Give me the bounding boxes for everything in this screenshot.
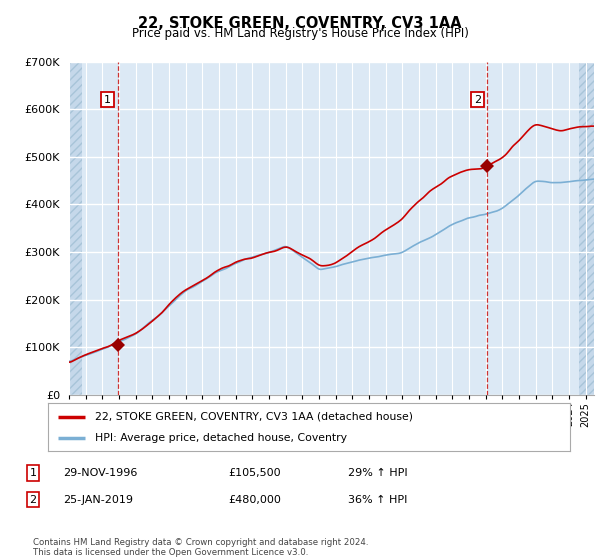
Text: 29-NOV-1996: 29-NOV-1996 [63,468,137,478]
Text: 29% ↑ HPI: 29% ↑ HPI [348,468,407,478]
Text: £480,000: £480,000 [228,494,281,505]
Text: Contains HM Land Registry data © Crown copyright and database right 2024.
This d: Contains HM Land Registry data © Crown c… [33,538,368,557]
Bar [69,62,82,395]
Bar [579,62,599,395]
Text: 1: 1 [29,468,37,478]
Text: £105,500: £105,500 [228,468,281,478]
Text: 22, STOKE GREEN, COVENTRY, CV3 1AA (detached house): 22, STOKE GREEN, COVENTRY, CV3 1AA (deta… [95,412,413,422]
Text: 36% ↑ HPI: 36% ↑ HPI [348,494,407,505]
Text: Price paid vs. HM Land Registry's House Price Index (HPI): Price paid vs. HM Land Registry's House … [131,27,469,40]
Text: 25-JAN-2019: 25-JAN-2019 [63,494,133,505]
Text: 1: 1 [104,95,111,105]
Text: HPI: Average price, detached house, Coventry: HPI: Average price, detached house, Cove… [95,433,347,444]
Text: 2: 2 [474,95,481,105]
Text: 2: 2 [29,494,37,505]
Text: 22, STOKE GREEN, COVENTRY, CV3 1AA: 22, STOKE GREEN, COVENTRY, CV3 1AA [138,16,462,31]
